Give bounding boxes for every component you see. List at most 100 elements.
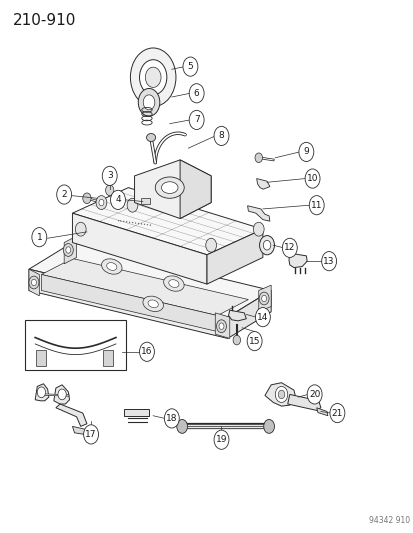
Circle shape [259, 236, 274, 255]
Text: ∙∙∙∙∙∙∙∙∙∙∙∙: ∙∙∙∙∙∙∙∙∙∙∙∙ [116, 217, 152, 228]
Text: 94342 910: 94342 910 [368, 516, 409, 525]
Text: 6: 6 [193, 89, 199, 98]
Circle shape [31, 279, 36, 286]
Circle shape [304, 169, 319, 188]
Polygon shape [288, 253, 306, 268]
Polygon shape [56, 404, 87, 426]
Bar [25, 320, 126, 370]
Circle shape [99, 199, 104, 206]
Circle shape [254, 153, 262, 163]
Circle shape [259, 292, 268, 305]
Circle shape [233, 335, 240, 345]
Bar [103, 350, 112, 366]
Circle shape [130, 48, 176, 107]
Text: 21: 21 [331, 409, 342, 417]
Polygon shape [206, 229, 262, 284]
Polygon shape [247, 206, 269, 221]
Ellipse shape [142, 296, 163, 311]
Circle shape [37, 387, 45, 398]
Circle shape [282, 238, 297, 257]
Circle shape [214, 126, 228, 146]
Text: 20: 20 [308, 390, 320, 399]
Text: 2: 2 [61, 190, 67, 199]
Circle shape [139, 60, 166, 95]
Circle shape [189, 84, 204, 103]
Circle shape [183, 57, 197, 76]
Circle shape [309, 196, 323, 215]
Bar [36, 350, 45, 366]
Circle shape [255, 308, 270, 327]
Circle shape [189, 110, 204, 130]
Polygon shape [227, 290, 271, 338]
Circle shape [58, 389, 66, 400]
Ellipse shape [148, 300, 158, 308]
Circle shape [105, 185, 114, 196]
Text: 4: 4 [115, 196, 121, 204]
Circle shape [75, 222, 86, 236]
Polygon shape [287, 394, 320, 410]
Ellipse shape [146, 134, 155, 142]
Circle shape [275, 386, 287, 402]
Text: 8: 8 [218, 132, 224, 140]
Text: 14: 14 [256, 313, 268, 321]
Circle shape [143, 95, 154, 110]
Circle shape [306, 385, 321, 404]
Polygon shape [134, 160, 211, 219]
Text: 18: 18 [166, 414, 177, 423]
Circle shape [66, 247, 71, 253]
Text: 15: 15 [248, 337, 260, 345]
Text: 9: 9 [303, 148, 309, 156]
Polygon shape [180, 160, 211, 219]
Polygon shape [256, 179, 269, 189]
Circle shape [127, 198, 138, 212]
Circle shape [110, 190, 125, 209]
Circle shape [164, 409, 179, 428]
Text: 7: 7 [193, 116, 199, 124]
Text: 19: 19 [215, 435, 227, 444]
Polygon shape [215, 313, 229, 338]
Circle shape [176, 419, 187, 433]
Circle shape [102, 166, 117, 185]
Circle shape [218, 323, 223, 329]
Polygon shape [264, 383, 295, 406]
Polygon shape [41, 274, 217, 332]
Circle shape [263, 419, 274, 433]
Ellipse shape [101, 259, 122, 274]
Circle shape [278, 390, 284, 399]
Polygon shape [29, 269, 39, 296]
Circle shape [96, 196, 107, 209]
Polygon shape [64, 236, 76, 264]
Text: 3: 3 [107, 172, 112, 180]
Polygon shape [72, 426, 91, 435]
Text: 210-910: 210-910 [12, 13, 76, 28]
Text: 17: 17 [85, 430, 97, 439]
Polygon shape [54, 385, 69, 404]
Circle shape [247, 332, 261, 351]
Text: 13: 13 [323, 257, 334, 265]
Circle shape [32, 228, 47, 247]
Polygon shape [35, 384, 49, 401]
Circle shape [63, 244, 73, 256]
Bar [140, 198, 150, 204]
Ellipse shape [107, 263, 116, 270]
Circle shape [83, 193, 91, 204]
Text: 16: 16 [141, 348, 152, 356]
Circle shape [205, 238, 216, 252]
Circle shape [329, 403, 344, 423]
Polygon shape [124, 409, 149, 416]
Polygon shape [258, 285, 271, 312]
Polygon shape [72, 188, 262, 255]
Text: 5: 5 [187, 62, 193, 71]
Ellipse shape [161, 182, 178, 193]
Circle shape [263, 240, 270, 250]
Text: 10: 10 [306, 174, 318, 183]
Circle shape [145, 67, 161, 87]
Polygon shape [29, 269, 227, 338]
Circle shape [138, 88, 159, 116]
Polygon shape [41, 259, 248, 316]
Text: 11: 11 [310, 201, 322, 209]
Circle shape [298, 142, 313, 161]
Circle shape [261, 295, 266, 302]
Text: 1: 1 [36, 233, 42, 241]
Circle shape [139, 342, 154, 361]
